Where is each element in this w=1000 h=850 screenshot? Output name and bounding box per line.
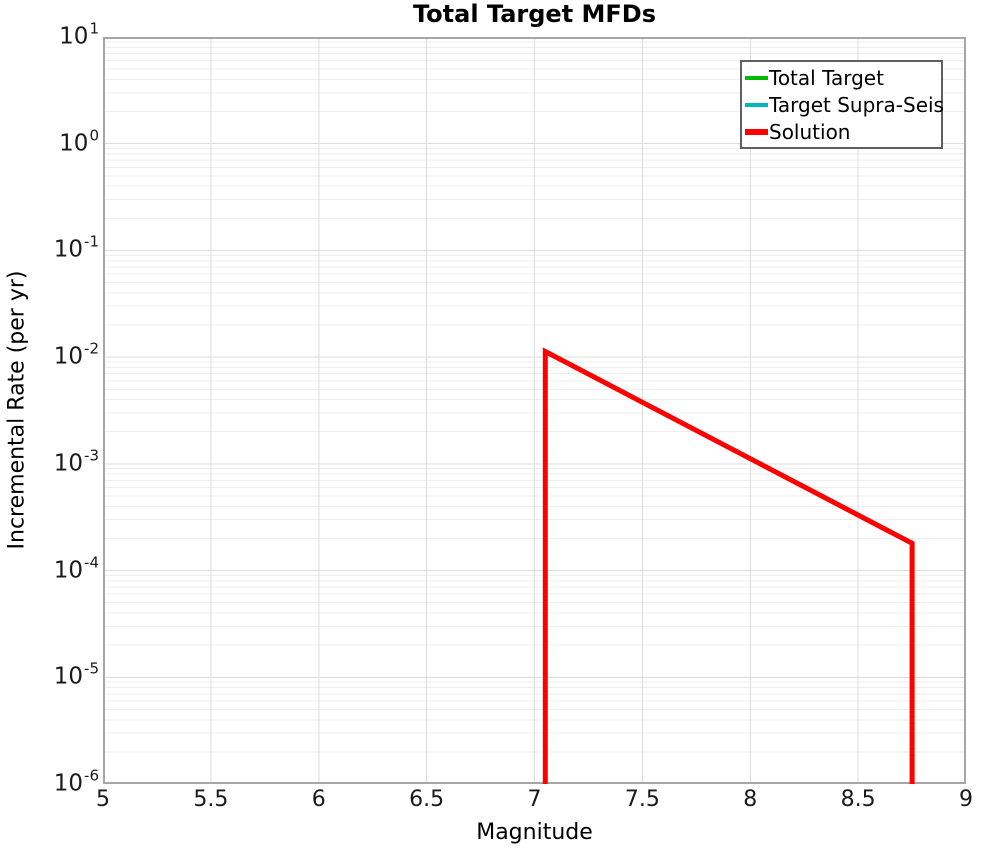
chart-title: Total Target MFDs [413,0,656,28]
y-tick-exponent: 1 [89,19,99,38]
legend-label: Target Supra-Seis [769,92,944,117]
y-tick-label: 10-6 [0,768,99,797]
y-tick-base: 10 [53,343,84,370]
legend-label: Solution [769,119,851,144]
y-tick-base: 10 [59,23,89,50]
legend-line-swatch [745,102,768,107]
legend: Total Target Target Supra-Seis Solution [740,60,944,149]
y-tick-label: 101 [0,21,99,50]
legend-item-total-target: Total Target [745,64,941,91]
plot-svg [103,37,966,784]
x-tick-label: 6 [311,787,326,812]
y-tick-base: 10 [53,557,84,584]
y-tick-base: 10 [53,236,84,263]
y-tick-base: 10 [53,770,84,797]
legend-item-solution: Solution [745,118,941,145]
x-tick-label: 7 [527,787,542,812]
x-tick-label: 9 [959,787,973,812]
y-tick-label: 10-5 [0,661,99,690]
x-tick-label: 6.5 [409,787,445,812]
y-tick-exponent: -4 [84,553,99,572]
x-tick-label: 5 [96,787,110,812]
plot-area [103,37,966,784]
x-tick-label: 5.5 [193,787,229,812]
y-tick-base: 10 [53,663,84,690]
series-line-target-supra-seis [543,349,914,784]
y-tick-exponent: -6 [84,766,99,785]
series-line-total-target [543,349,914,784]
y-tick-label: 10-4 [0,555,99,584]
series-line-solution [542,347,915,784]
x-axis-label: Magnitude [476,820,593,845]
x-tick-label: 7.5 [624,787,660,812]
y-tick-exponent: -3 [84,446,99,465]
y-tick-exponent: 0 [89,126,99,145]
legend-line-swatch [745,75,768,80]
legend-label: Total Target [769,65,884,90]
y-axis-label: Incremental Rate (per yr) [4,270,30,550]
y-tick-exponent: -2 [84,339,99,358]
y-tick-exponent: -1 [84,232,99,251]
plot-border [103,37,966,784]
y-tick-label: 100 [0,128,99,157]
legend-line-swatch [745,128,768,135]
y-tick-base: 10 [53,450,84,477]
y-tick-label: 10-1 [0,234,99,263]
y-tick-base: 10 [59,130,89,157]
x-tick-label: 8.5 [840,787,876,812]
y-tick-label: 10-3 [0,448,99,477]
y-tick-label: 10-2 [0,341,99,370]
x-tick-label: 8 [743,787,758,812]
y-tick-exponent: -5 [84,659,99,678]
legend-item-target-supra-seis: Target Supra-Seis [745,91,944,118]
